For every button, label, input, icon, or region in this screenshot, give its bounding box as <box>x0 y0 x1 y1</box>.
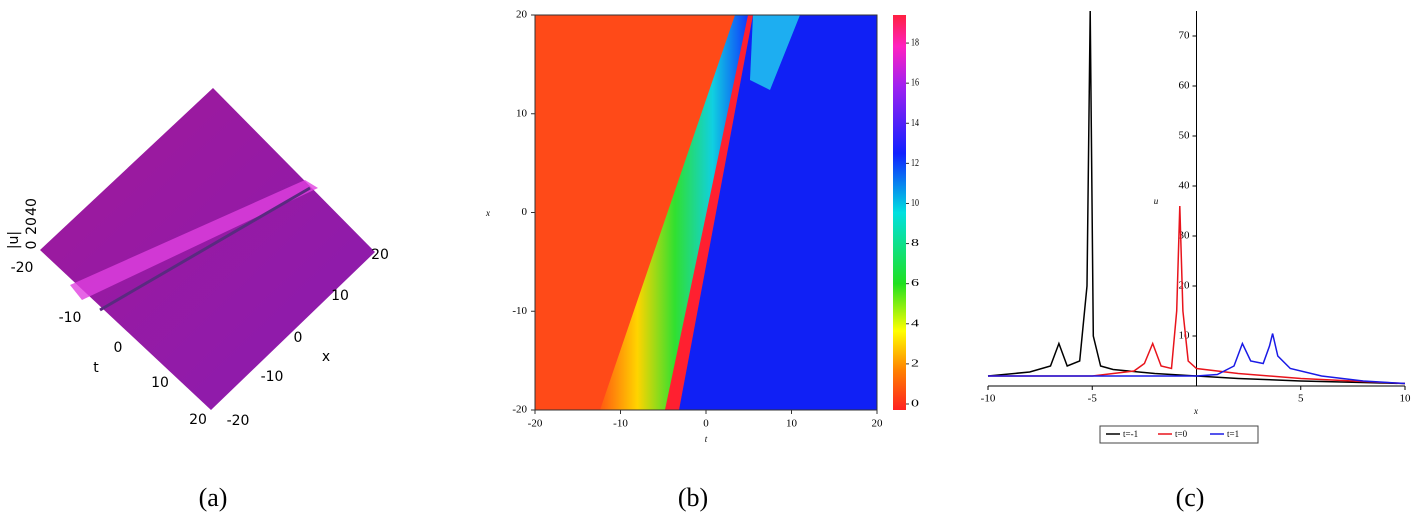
field-ridge <box>665 15 753 410</box>
x-tick-label: 10 <box>1400 393 1412 405</box>
y-tick-label: 20 <box>516 9 528 21</box>
colorbar-tick-label: 12 <box>911 157 919 169</box>
y-axis-label: x <box>485 208 490 218</box>
y-axis-label: u <box>1154 196 1159 206</box>
t-tick-label: 10 <box>151 375 169 391</box>
legend-label: t=1 <box>1227 429 1239 439</box>
y-tick-label: -10 <box>512 305 527 317</box>
panel-label: (a) <box>199 483 228 512</box>
field-right <box>679 15 877 410</box>
x-tick-label: 20 <box>371 247 389 263</box>
x-tick-label: 0 <box>294 330 303 346</box>
colorbar-tick-label: 6 <box>911 277 920 289</box>
y-tick-label: 20 <box>1179 280 1191 292</box>
u-tick-label: 20 <box>24 217 40 235</box>
y-tick-label: 10 <box>1179 330 1191 342</box>
t-axis-label: t <box>93 360 99 376</box>
u-axis-label: |u| <box>6 231 22 249</box>
panel-label: (b) <box>678 483 708 512</box>
y-tick-label: 70 <box>1179 30 1191 42</box>
colorbar-tick-label: 0 <box>911 398 920 410</box>
y-tick-label: 60 <box>1179 80 1191 92</box>
x-tick-label: -20 <box>528 418 543 430</box>
colorbar-tick-label: 8 <box>911 237 920 249</box>
colorbar-tick-label: 18 <box>911 37 919 49</box>
series-line <box>987 10 1406 385</box>
series-line <box>988 205 1406 385</box>
x-tick-label: -10 <box>261 369 284 385</box>
surface-crest <box>99 186 311 312</box>
y-tick-label: 30 <box>1179 230 1191 242</box>
x-tick-label: 10 <box>786 418 798 430</box>
x-tick-label: -20 <box>227 413 250 429</box>
legend-box <box>1099 425 1259 444</box>
y-tick-label: 10 <box>516 107 528 119</box>
legend-label: t=0 <box>1175 429 1188 439</box>
x-axis-label: x <box>1193 406 1198 416</box>
t-tick-label: -20 <box>11 260 34 276</box>
y-tick-label: 0 <box>522 206 528 218</box>
surface-ridge <box>70 180 318 300</box>
colorbar-tick-label: 16 <box>911 77 919 89</box>
x-axis-label: t <box>705 434 708 444</box>
x-tick-label: -10 <box>981 393 996 405</box>
x-tick-label: -5 <box>1088 393 1098 405</box>
u-tick-label: 40 <box>24 198 40 216</box>
x-tick-label: 20 <box>872 418 884 430</box>
colorbar-tick-label: 4 <box>911 317 920 329</box>
series-line <box>988 333 1406 385</box>
t-tick-label: 20 <box>189 412 207 428</box>
y-tick-label: -20 <box>512 404 527 416</box>
t-tick-label: 0 <box>114 340 123 356</box>
x-axis-label: x <box>322 349 330 365</box>
x-tick-label: 5 <box>1298 393 1304 405</box>
field-blob <box>750 15 800 90</box>
colorbar-tick-label: 2 <box>911 357 919 369</box>
x-tick-label: -10 <box>613 418 628 430</box>
colorbar <box>893 15 906 410</box>
panel-label: (c) <box>1176 483 1205 512</box>
u-tick-label: 0 <box>24 241 40 250</box>
colorbar-tick-label: 14 <box>911 117 919 129</box>
x-tick-label: 0 <box>703 418 709 430</box>
x-tick-label: 10 <box>331 288 349 304</box>
t-tick-label: -10 <box>59 310 82 326</box>
colorbar-tick-label: 10 <box>911 197 919 209</box>
legend-label: t=-1 <box>1123 429 1138 439</box>
field-band <box>600 15 750 410</box>
y-tick-label: 50 <box>1179 130 1191 142</box>
y-tick-label: 40 <box>1179 180 1191 192</box>
